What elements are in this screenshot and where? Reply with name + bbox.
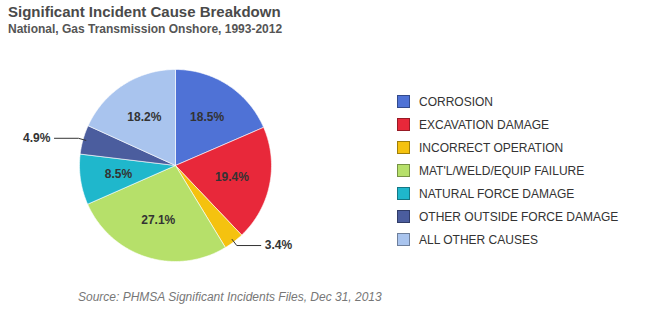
svg-text:3.4%: 3.4% <box>265 238 293 252</box>
html-text:OTHER OUTSIDE FORCE DAMAGE: OTHER OUTSIDE FORCE DAMAGE <box>419 209 619 224</box>
svg-text:18.5%: 18.5% <box>190 110 224 124</box>
svg-text:19.4%: 19.4% <box>215 170 249 184</box>
html-text:CORROSION: CORROSION <box>419 94 493 109</box>
svg-text:4.9%: 4.9% <box>23 131 51 145</box>
html-text:Significant Incident Cause Bre: Significant Incident Cause Breakdown <box>8 3 281 20</box>
html-text:EXCAVATION DAMAGE: EXCAVATION DAMAGE <box>419 117 549 132</box>
svg-text:27.1%: 27.1% <box>141 213 175 227</box>
html-text:ALL OTHER CAUSES: ALL OTHER CAUSES <box>419 232 538 247</box>
html-text:INCORRECT OPERATION: INCORRECT OPERATION <box>419 140 564 155</box>
svg-text:18.2%: 18.2% <box>127 110 161 124</box>
svg-text:8.5%: 8.5% <box>105 167 133 181</box>
html-text:NATURAL FORCE DAMAGE: NATURAL FORCE DAMAGE <box>419 186 575 201</box>
html-text:Source: PHMSA Significant Inci: Source: PHMSA Significant Incidents File… <box>78 290 382 304</box>
html-text:National, Gas Transmission Ons: National, Gas Transmission Onshore, 1993… <box>8 22 283 36</box>
html-text:MAT'L/WELD/EQUIP FAILURE: MAT'L/WELD/EQUIP FAILURE <box>419 163 585 178</box>
